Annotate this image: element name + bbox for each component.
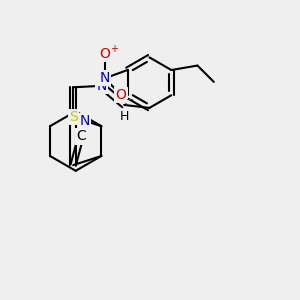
- Text: −: −: [126, 95, 135, 105]
- Text: C: C: [76, 129, 86, 143]
- Text: S: S: [69, 110, 77, 124]
- Text: N: N: [100, 71, 110, 85]
- Text: N: N: [80, 114, 90, 128]
- Text: O: O: [99, 47, 110, 61]
- Text: O: O: [116, 88, 126, 102]
- Text: +: +: [110, 44, 118, 54]
- Text: N: N: [96, 79, 106, 93]
- Text: H: H: [119, 110, 129, 123]
